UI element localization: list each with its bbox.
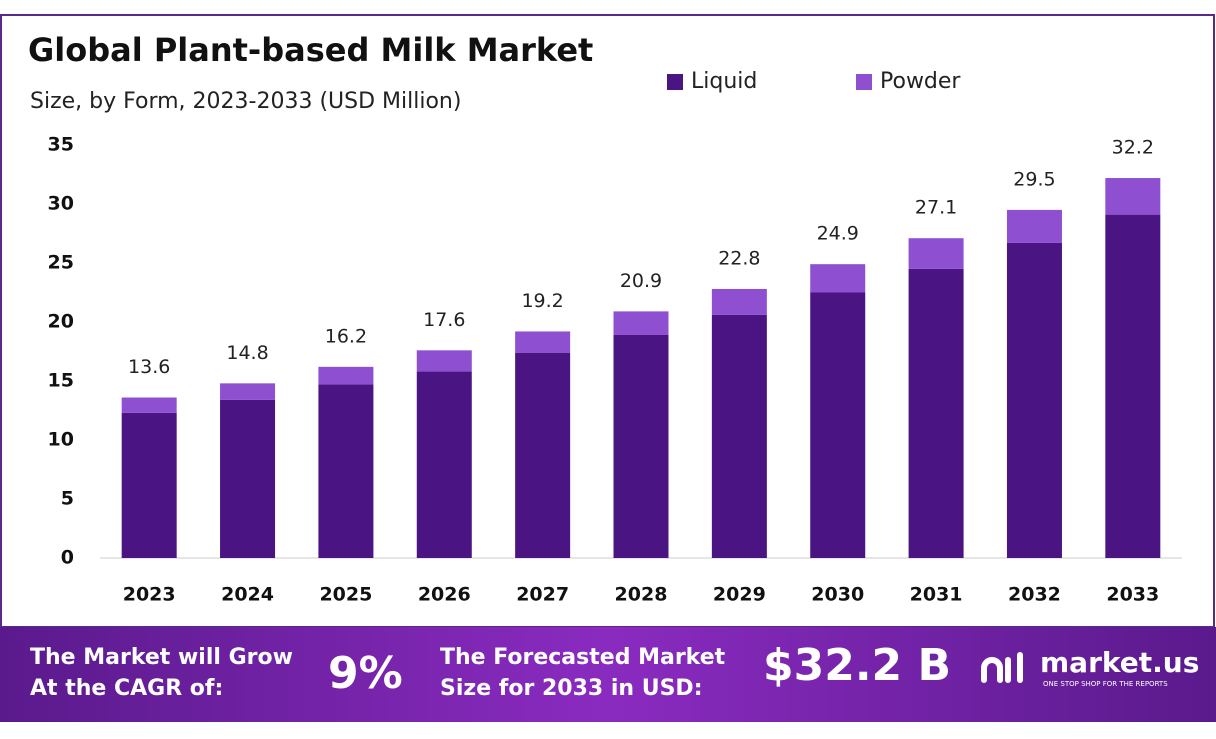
bar-segment — [1006, 242, 1062, 558]
bar-segment — [121, 397, 177, 413]
bar-segment — [711, 288, 767, 315]
bar-segment — [318, 366, 374, 385]
total-label: 16.2 — [325, 325, 367, 347]
y-tick-label: 35 — [48, 134, 74, 156]
total-label: 22.8 — [718, 247, 760, 269]
chart-subtitle: Size, by Form, 2023-2033 (USD Million) — [30, 89, 461, 114]
bar-segment — [1105, 214, 1161, 558]
x-tick-label: 2027 — [516, 584, 569, 606]
y-tick-label: 15 — [48, 370, 74, 392]
bar-segment — [1006, 209, 1062, 243]
x-tick-label: 2028 — [615, 584, 668, 606]
forecast-text: Size for 2033 in USD: — [440, 676, 703, 701]
cagr-value: 9% — [328, 648, 403, 699]
bar-segment — [121, 412, 177, 558]
x-tick-label: 2026 — [418, 584, 471, 606]
logo-icon — [981, 652, 1023, 683]
total-label: 14.8 — [226, 342, 268, 364]
y-tick-label: 0 — [61, 547, 74, 569]
footer-band — [0, 627, 1216, 722]
legend-swatch — [667, 74, 683, 90]
bar-segment — [810, 264, 866, 293]
bar-segment — [613, 334, 669, 558]
bar-segment — [515, 352, 571, 558]
total-label: 24.9 — [817, 223, 859, 245]
brand: market.us — [1040, 646, 1199, 679]
bar-segment — [908, 238, 964, 269]
x-tick-label: 2031 — [910, 584, 963, 606]
bar-segment — [220, 383, 276, 400]
x-tick-label: 2032 — [1008, 584, 1061, 606]
y-tick-label: 10 — [48, 429, 74, 451]
bar-segment — [220, 399, 276, 558]
y-tick-label: 30 — [48, 193, 74, 215]
bar-segment — [416, 371, 472, 558]
chart-title: Global Plant-based Milk Market — [28, 31, 593, 69]
cagr-text: At the CAGR of: — [30, 676, 223, 701]
cagr-text: The Market will Grow — [30, 645, 293, 670]
y-tick-label: 5 — [61, 488, 74, 510]
total-label: 13.6 — [128, 356, 170, 378]
x-tick-label: 2023 — [123, 584, 176, 606]
legend-label: Liquid — [691, 69, 757, 94]
total-label: 29.5 — [1013, 168, 1055, 190]
bar-segment — [908, 268, 964, 558]
bar-segment — [1105, 178, 1161, 215]
total-label: 32.2 — [1112, 137, 1154, 159]
total-label: 19.2 — [521, 290, 563, 312]
bar-segment — [810, 292, 866, 558]
y-tick-label: 25 — [48, 252, 74, 274]
x-tick-label: 2029 — [713, 584, 766, 606]
y-tick-label: 20 — [48, 311, 74, 333]
bar-segment — [416, 350, 472, 372]
x-tick-label: 2033 — [1106, 584, 1159, 606]
forecast-text: The Forecasted Market — [440, 645, 726, 670]
tagline: ONE STOP SHOP FOR THE REPORTS — [1043, 680, 1168, 688]
bar-segment — [613, 311, 669, 335]
x-tick-label: 2030 — [811, 584, 864, 606]
bar-segment — [318, 384, 374, 558]
total-label: 27.1 — [915, 197, 957, 219]
legend-label: Powder — [880, 69, 961, 94]
total-label: 17.6 — [423, 309, 465, 331]
forecast-value: $32.2 B — [763, 640, 951, 691]
bar-segment — [515, 331, 571, 353]
bar-segment — [711, 314, 767, 558]
total-label: 20.9 — [620, 270, 662, 292]
x-tick-label: 2024 — [221, 584, 274, 606]
legend-swatch — [856, 74, 872, 90]
x-tick-label: 2025 — [319, 584, 372, 606]
